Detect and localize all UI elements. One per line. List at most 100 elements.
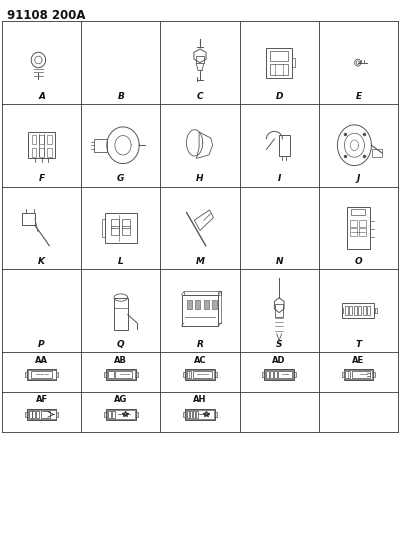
Bar bbox=[373, 372, 375, 377]
Bar bbox=[344, 370, 372, 378]
Bar bbox=[292, 58, 294, 67]
Bar bbox=[266, 48, 292, 78]
Text: G: G bbox=[117, 174, 124, 183]
Bar bbox=[270, 64, 288, 75]
Bar bbox=[41, 411, 50, 417]
Bar bbox=[358, 305, 361, 316]
Text: Q: Q bbox=[117, 340, 125, 349]
Text: R: R bbox=[196, 340, 204, 349]
Bar bbox=[187, 300, 192, 309]
Bar bbox=[28, 370, 56, 378]
Bar bbox=[94, 139, 107, 152]
Text: J: J bbox=[357, 174, 360, 183]
Bar bbox=[22, 213, 35, 225]
Bar bbox=[342, 372, 344, 377]
Bar bbox=[102, 219, 105, 237]
Bar bbox=[193, 411, 195, 417]
Bar bbox=[104, 411, 106, 417]
Text: B: B bbox=[117, 92, 124, 101]
Bar bbox=[274, 372, 277, 377]
Text: AF: AF bbox=[36, 395, 48, 405]
Bar bbox=[347, 207, 370, 249]
Bar bbox=[28, 411, 32, 417]
Text: AA: AA bbox=[35, 356, 48, 365]
Bar bbox=[351, 209, 366, 215]
Text: AD: AD bbox=[272, 356, 286, 365]
Bar bbox=[215, 372, 217, 377]
Bar bbox=[112, 411, 114, 417]
Bar bbox=[47, 148, 52, 157]
Bar bbox=[32, 148, 36, 157]
Bar bbox=[39, 148, 44, 157]
Text: F: F bbox=[38, 174, 45, 183]
Bar bbox=[344, 369, 373, 380]
Bar bbox=[363, 305, 366, 316]
Bar bbox=[186, 370, 214, 378]
Bar bbox=[350, 305, 352, 316]
Bar bbox=[27, 369, 56, 380]
Bar bbox=[111, 227, 119, 236]
Bar bbox=[185, 369, 215, 380]
Text: AG: AG bbox=[114, 395, 128, 405]
Bar bbox=[270, 372, 273, 377]
Text: D: D bbox=[276, 92, 283, 101]
Bar bbox=[136, 411, 138, 417]
Bar bbox=[264, 369, 294, 380]
Bar bbox=[108, 372, 114, 377]
Text: L: L bbox=[118, 257, 124, 266]
Bar bbox=[56, 411, 58, 417]
Bar bbox=[270, 51, 288, 61]
Bar bbox=[114, 297, 128, 330]
Bar bbox=[190, 411, 192, 417]
Text: S: S bbox=[276, 340, 282, 349]
Bar bbox=[28, 133, 55, 158]
Text: N: N bbox=[276, 257, 283, 266]
Bar bbox=[108, 411, 111, 417]
Text: T: T bbox=[355, 340, 362, 349]
Bar bbox=[354, 305, 357, 316]
Bar bbox=[28, 410, 56, 418]
Bar bbox=[184, 292, 221, 295]
Bar bbox=[275, 304, 283, 317]
Bar bbox=[182, 295, 218, 326]
Bar bbox=[266, 372, 269, 377]
Bar bbox=[294, 372, 296, 377]
Bar bbox=[39, 135, 44, 144]
Text: AE: AE bbox=[352, 356, 364, 365]
Bar bbox=[204, 300, 209, 309]
Bar bbox=[279, 135, 290, 156]
Bar bbox=[56, 372, 58, 377]
Bar bbox=[367, 305, 370, 316]
Bar bbox=[116, 372, 132, 377]
Bar bbox=[350, 228, 357, 236]
Text: I: I bbox=[278, 174, 281, 183]
Bar bbox=[47, 135, 52, 144]
Bar bbox=[218, 292, 221, 323]
Text: P: P bbox=[38, 340, 45, 349]
Text: AB: AB bbox=[114, 356, 127, 365]
Bar bbox=[278, 372, 292, 377]
Text: AC: AC bbox=[194, 356, 206, 365]
Bar bbox=[359, 220, 366, 227]
Bar bbox=[196, 56, 204, 63]
Text: C: C bbox=[197, 92, 203, 101]
Text: H: H bbox=[196, 174, 204, 183]
Bar bbox=[215, 411, 217, 417]
Text: A: A bbox=[38, 92, 45, 101]
Bar bbox=[122, 219, 130, 228]
Bar bbox=[265, 370, 293, 378]
Bar bbox=[106, 369, 136, 380]
Bar bbox=[345, 372, 350, 377]
Bar bbox=[187, 372, 191, 377]
Bar bbox=[345, 305, 348, 316]
Bar bbox=[36, 411, 39, 417]
Bar bbox=[27, 409, 56, 420]
Bar bbox=[342, 309, 343, 312]
Bar bbox=[25, 411, 27, 417]
Bar bbox=[25, 372, 27, 377]
Bar bbox=[195, 300, 200, 309]
Text: K: K bbox=[38, 257, 45, 266]
Bar bbox=[136, 372, 138, 377]
Bar bbox=[352, 372, 370, 377]
Bar bbox=[104, 372, 106, 377]
